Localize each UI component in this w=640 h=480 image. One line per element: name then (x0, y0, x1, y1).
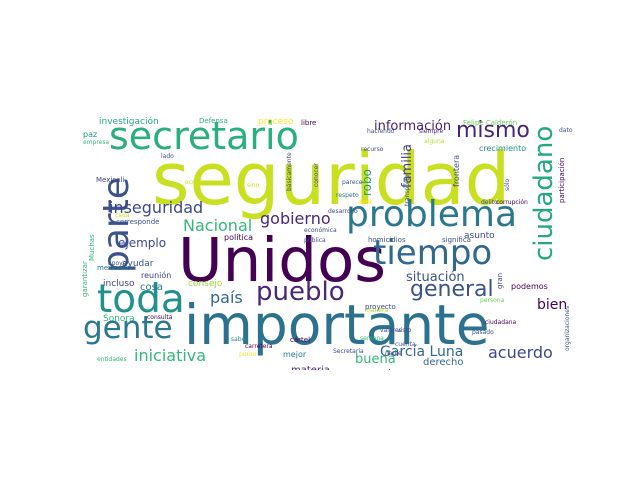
word: proceso (258, 117, 294, 127)
word: información (374, 119, 452, 134)
word: desarrollo (328, 208, 358, 215)
word: ciudadana (485, 319, 517, 326)
word: transporte (404, 174, 411, 206)
word: ejemplo (118, 236, 167, 250)
word: incluso (103, 279, 135, 289)
word: homicidios (368, 236, 406, 244)
word: lado (161, 153, 174, 160)
word: corresponde (116, 218, 160, 226)
word: conocer (313, 163, 320, 187)
word: iniciativa (134, 346, 207, 365)
word: mismo (456, 118, 530, 143)
word: acuerdo (488, 343, 553, 362)
word: punto (239, 351, 257, 358)
word: importante (184, 293, 490, 357)
word: situación (406, 270, 465, 285)
word: dato (559, 127, 573, 134)
word: gente (83, 310, 173, 346)
word: investigación (99, 117, 159, 127)
word: derecho (423, 357, 464, 368)
word: significa (442, 236, 471, 244)
word: alguna (424, 138, 445, 145)
word: sino (247, 182, 260, 189)
word: carretera (245, 343, 273, 350)
word: nadie (385, 350, 402, 357)
word: visto (397, 327, 412, 334)
word: crecimiento (479, 144, 527, 153)
word: pública (304, 237, 326, 244)
word: podemos (511, 282, 548, 291)
word: básicamente (286, 152, 293, 191)
word: recurso (361, 146, 384, 153)
word: gran (496, 272, 504, 289)
word: Unidos (178, 225, 387, 296)
word: inseguridad (109, 198, 204, 217)
word: siempre (419, 128, 444, 135)
word: Muchas (88, 234, 96, 261)
word: persona (480, 297, 505, 304)
word: Mexicali (96, 176, 125, 184)
word: proyecto (365, 303, 396, 311)
word: consejo (188, 279, 223, 289)
word: cosa (140, 282, 163, 293)
word: haciendo (367, 128, 395, 135)
word: parece (342, 179, 363, 186)
word: apoyo (108, 260, 127, 267)
word-cloud: seguridad Unidos importante secretario p… (75, 115, 575, 370)
word: materia (291, 366, 330, 371)
word: bien (537, 297, 568, 313)
word: ayudar (122, 259, 154, 269)
word: gobierno (260, 209, 331, 228)
word: problema (346, 194, 518, 235)
word: ciudadano (529, 125, 559, 261)
word: participación (558, 157, 566, 203)
word: semana (360, 335, 384, 342)
word: momento (350, 369, 398, 371)
word: económica (304, 227, 337, 234)
word: Nacional (183, 216, 253, 235)
word: delito (481, 199, 498, 206)
word: pueblo (256, 277, 345, 307)
word: paz (83, 130, 98, 139)
word: libre (301, 119, 317, 127)
word: Secretaría (333, 348, 364, 355)
word: corrupción (496, 199, 528, 206)
word: sólo (504, 178, 511, 191)
word: garantizar (81, 261, 89, 297)
word: pasado (472, 329, 494, 336)
word: manera (365, 307, 389, 314)
word: empresa (83, 139, 110, 146)
word: organizaciones (564, 305, 571, 351)
word: mexicano (97, 264, 131, 272)
word: política (224, 233, 254, 242)
word: cada (115, 212, 130, 219)
word: económico (185, 179, 218, 186)
word: mejor (283, 350, 307, 359)
word: secretario (109, 115, 299, 158)
word: García Luna (380, 344, 464, 360)
word: general (410, 277, 494, 302)
word: debe (358, 199, 373, 206)
word: frontera (452, 154, 461, 187)
word: entidades (97, 356, 127, 363)
word: asunto (464, 231, 495, 241)
word: toda (97, 277, 185, 322)
word: respeto (336, 192, 359, 199)
word: cártel (290, 336, 311, 344)
word: tiempo (373, 233, 493, 273)
word: seguridad (152, 137, 511, 221)
word: país (210, 288, 243, 307)
word: consulta (147, 314, 173, 321)
word: buena (355, 352, 396, 367)
word: cuenta (395, 341, 416, 348)
word: Defensa (199, 117, 228, 125)
word: reunión (141, 271, 172, 280)
word: Sonora (103, 314, 135, 324)
word: saber (231, 336, 248, 343)
word: Felipe Calderón (463, 119, 518, 127)
word: valores (380, 327, 402, 334)
